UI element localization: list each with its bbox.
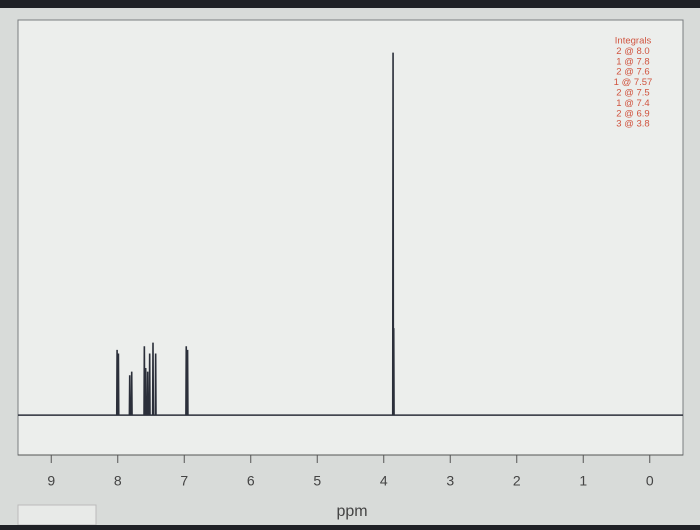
x-axis-label: ppm — [336, 503, 367, 520]
x-tick-label: 1 — [579, 473, 587, 489]
status-box — [17, 504, 97, 526]
x-tick-label: 3 — [446, 473, 454, 489]
integral-annotation: 2 @ 7.5 — [616, 88, 649, 99]
x-tick-label: 2 — [513, 473, 521, 489]
spectrum-line — [18, 52, 683, 416]
x-tick-label: 8 — [114, 473, 122, 489]
x-tick-label: 4 — [380, 473, 388, 489]
x-tick-label: 6 — [247, 473, 255, 489]
integral-annotation: 1 @ 7.4 — [616, 98, 649, 109]
x-tick-label: 0 — [646, 473, 654, 489]
integral-annotation: 1 @ 7.57 — [614, 77, 653, 88]
integral-annotation: 1 @ 7.8 — [616, 56, 649, 67]
x-tick-label: 5 — [313, 473, 321, 489]
x-tick-label: 7 — [180, 473, 188, 489]
x-tick-label: 9 — [47, 473, 55, 489]
integral-annotation: 3 @ 3.8 — [616, 119, 649, 130]
plot-area — [17, 19, 684, 456]
integral-annotation: Integrals — [615, 36, 652, 47]
integral-annotation: 2 @ 6.9 — [616, 108, 649, 119]
integral-annotation: 2 @ 7.6 — [616, 67, 649, 78]
integral-annotation: 2 @ 8.0 — [616, 46, 649, 57]
